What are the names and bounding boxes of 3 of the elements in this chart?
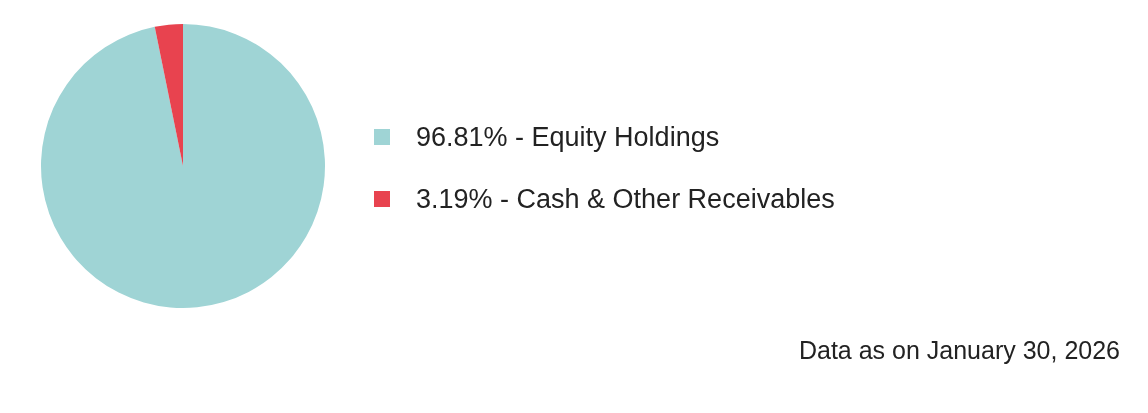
text: Data as on January 30, 2026 <box>798 336 1120 365</box>
legend-label: 96.81% - Equity Holdings <box>416 121 720 153</box>
legend-label: 3.19% - Cash & Other Receivables <box>416 183 835 215</box>
